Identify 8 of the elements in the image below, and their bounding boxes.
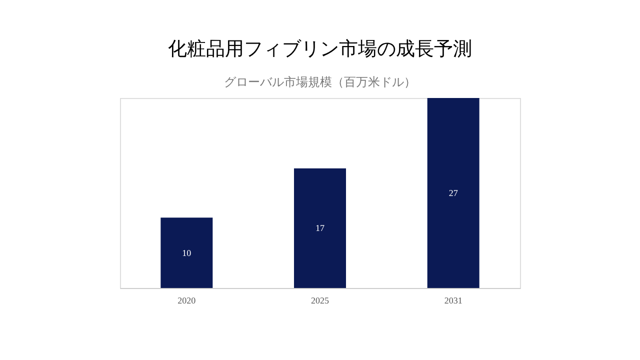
x-tick-label: 2020 xyxy=(178,296,196,306)
x-tick-label: 2031 xyxy=(444,296,462,306)
x-tick-label: 2025 xyxy=(311,296,330,306)
data-label: 10 xyxy=(182,248,192,258)
chart-title: 化粧品用フィブリン市場の成長予測 xyxy=(168,38,472,60)
data-label: 17 xyxy=(316,223,325,234)
chart-subtitle: グローバル市場規模（百万米ドル） xyxy=(224,75,416,89)
data-label: 27 xyxy=(448,188,458,198)
